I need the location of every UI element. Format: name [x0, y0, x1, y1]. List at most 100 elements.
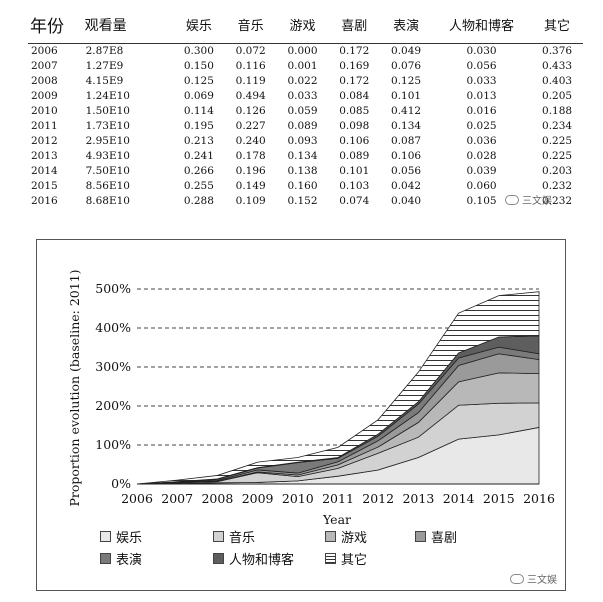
table-cell-year: 2015 [31, 180, 58, 192]
x-tick-label: 2009 [242, 491, 274, 506]
table-cell-other: 0.225 [542, 135, 573, 147]
data-table-container: 年份 观看量 娱乐 音乐 游戏 喜剧 表演 人物和博客 其它 2006 2.87E8 0.300 0.… [28, 10, 583, 209]
header-performance: 表演 [380, 10, 432, 44]
table-cell-comedy: 0.103 [339, 180, 370, 192]
table-cell-views: 1.50E10 [85, 105, 130, 117]
legend-label: 音乐 [229, 530, 256, 546]
table-cell-entertainment: 0.288 [183, 195, 214, 207]
header-people-blogs: 人物和博客 [431, 10, 532, 44]
data-table: 年份 观看量 娱乐 音乐 游戏 喜剧 表演 人物和博客 其它 2006 2.87E8 0.300 0.… [28, 10, 583, 209]
table-cell-performance: 0.125 [391, 75, 422, 87]
x-tick-label: 2014 [443, 491, 475, 506]
legend-swatch [213, 530, 224, 542]
table-cell-views: 1.73E10 [85, 120, 130, 132]
table-cell-views: 8.56E10 [85, 180, 130, 192]
table-cell-gaming: 0.093 [287, 135, 318, 147]
legend-item: 人物和博客 [213, 549, 295, 568]
table-watermark: 三文娱 [505, 192, 552, 207]
table-cell-year: 2008 [31, 75, 58, 87]
table-cell-other: 0.203 [542, 165, 573, 177]
legend-swatch [100, 552, 111, 564]
table-cell-other: 0.376 [542, 45, 573, 57]
x-tick-label: 2006 [121, 491, 153, 506]
table-cell-gaming: 0.160 [287, 180, 318, 192]
table-cell-entertainment: 0.241 [183, 150, 214, 162]
table-cell-performance: 0.134 [391, 120, 422, 132]
legend-label: 表演 [116, 552, 143, 568]
header-entertainment: 娱乐 [172, 10, 225, 44]
header-music: 音乐 [224, 10, 277, 44]
table-cell-year: 2013 [31, 150, 58, 162]
table-row: 2011 1.73E10 0.195 0.227 0.089 0.098 0.134 0.02… [28, 119, 583, 134]
table-cell-comedy: 0.085 [339, 105, 370, 117]
table-cell-music: 0.240 [235, 135, 266, 147]
table-cell-gaming: 0.001 [287, 60, 318, 72]
legend-label: 游戏 [341, 530, 368, 546]
table-cell-comedy: 0.074 [339, 195, 370, 207]
table-cell-gaming: 0.059 [287, 105, 318, 117]
table-cell-gaming: 0.033 [287, 90, 318, 102]
table-cell-people-blogs: 0.028 [466, 150, 497, 162]
x-tick-label: 2008 [201, 491, 233, 506]
table-cell-comedy: 0.172 [339, 75, 370, 87]
table-cell-entertainment: 0.255 [183, 180, 214, 192]
table-cell-people-blogs: 0.025 [466, 120, 497, 132]
table-cell-views: 2.87E8 [85, 45, 124, 57]
table-cell-year: 2006 [31, 45, 58, 57]
x-tick-label: 2015 [483, 491, 515, 506]
table-cell-comedy: 0.172 [339, 45, 370, 57]
table-cell-performance: 0.076 [391, 60, 422, 72]
wechat-logo-icon [510, 573, 524, 584]
table-cell-performance: 0.040 [391, 195, 422, 207]
legend-swatch [100, 530, 111, 542]
chart-watermark: 三文娱 [510, 571, 557, 586]
table-row: 2014 7.50E10 0.266 0.196 0.138 0.101 0.056 0.03… [28, 164, 583, 179]
table-cell-comedy: 0.084 [339, 90, 370, 102]
table-cell-music: 0.126 [235, 105, 266, 117]
table-cell-people-blogs: 0.033 [466, 75, 497, 87]
legend-item: 娱乐 [100, 527, 143, 546]
table-cell-music: 0.116 [235, 60, 266, 72]
table-cell-other: 0.205 [542, 90, 573, 102]
legend-swatch [325, 552, 336, 564]
table-cell-gaming: 0.000 [287, 45, 318, 57]
table-cell-year: 2010 [31, 105, 58, 117]
header-gaming: 游戏 [276, 10, 329, 44]
table-cell-other: 0.188 [542, 105, 573, 117]
x-axis-title: Year [322, 512, 351, 527]
x-tick-label: 2016 [523, 491, 555, 506]
cell-gap [155, 89, 173, 104]
table-cell-music: 0.196 [235, 165, 266, 177]
y-tick-label: 400% [95, 320, 131, 335]
cell-gap [155, 149, 173, 164]
cell-gap [155, 44, 173, 60]
legend-item: 音乐 [213, 527, 256, 546]
table-cell-gaming: 0.134 [287, 150, 318, 162]
table-cell-people-blogs: 0.013 [466, 90, 497, 102]
table-cell-music: 0.178 [235, 150, 266, 162]
y-axis-title: Proportion evolution (baseline: 2011) [67, 269, 82, 506]
table-cell-people-blogs: 0.060 [466, 180, 497, 192]
table-cell-gaming: 0.138 [287, 165, 318, 177]
area-chart: 0% 100% 200% 300% 400% 500% 2006 2007 2008 2009 20… [67, 269, 555, 527]
table-cell-gaming: 0.089 [287, 120, 318, 132]
table-cell-views: 1.27E9 [85, 60, 124, 72]
table-cell-comedy: 0.169 [339, 60, 370, 72]
table-cell-music: 0.227 [235, 120, 266, 132]
header-other: 其它 [531, 10, 583, 44]
table-cell-people-blogs: 0.105 [466, 195, 497, 207]
table-cell-entertainment: 0.150 [183, 60, 214, 72]
legend-item: 表演 [100, 549, 143, 568]
legend-label: 人物和博客 [229, 552, 295, 568]
header-gap [154, 10, 173, 44]
legend-swatch [213, 552, 224, 564]
y-tick-label: 300% [95, 359, 131, 374]
y-tick-label: 0% [111, 476, 131, 491]
area-series-layer [136, 291, 540, 485]
chart-frame: 0% 100% 200% 300% 400% 500% 2006 2007 2008 2009 20… [36, 239, 566, 591]
x-tick-label: 2007 [161, 491, 193, 506]
cell-gap [155, 134, 173, 149]
legend-item: 其它 [325, 549, 367, 568]
table-cell-year: 2016 [31, 195, 58, 207]
legend-label: 娱乐 [116, 530, 143, 546]
